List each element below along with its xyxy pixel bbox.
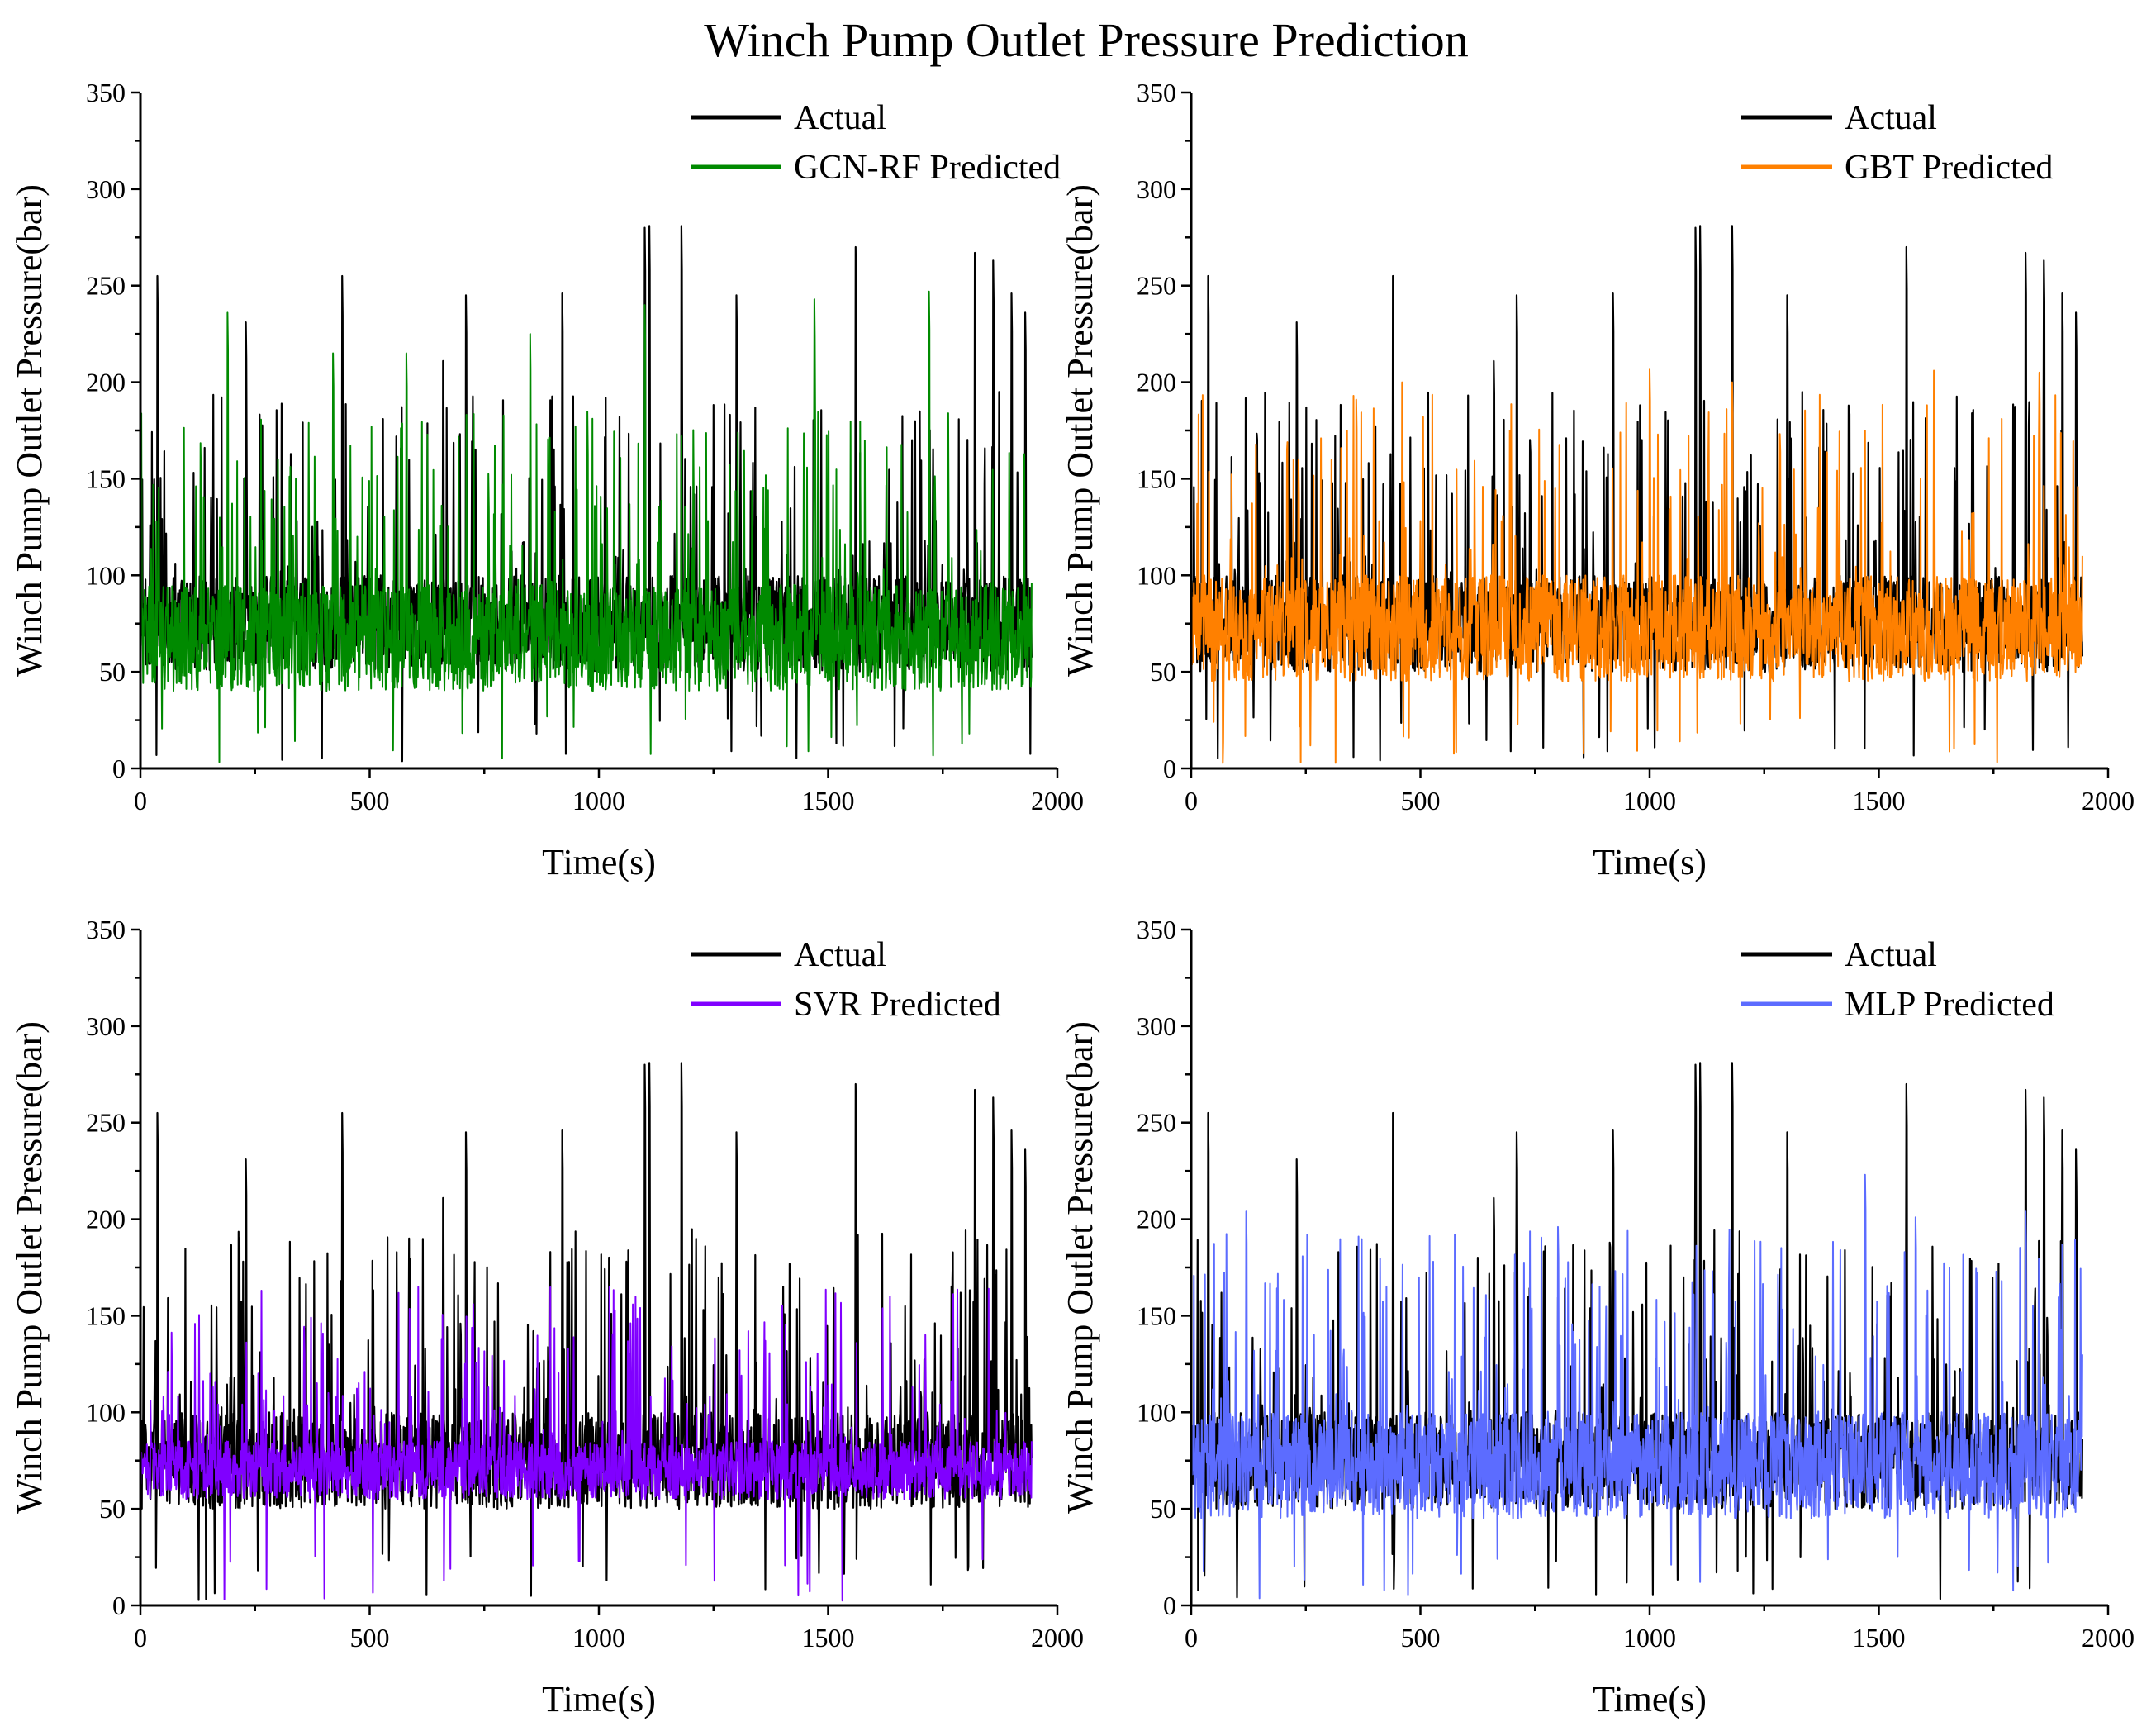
- y-tick-label: 350: [86, 78, 126, 107]
- y-tick-label: 100: [1137, 560, 1176, 590]
- x-tick-label: 2000: [2082, 786, 2135, 816]
- y-tick-label: 0: [1163, 754, 1176, 783]
- y-tick-label: 350: [1137, 915, 1176, 944]
- plot-area: [139, 1062, 1033, 1602]
- y-tick-label: 150: [1137, 1301, 1176, 1330]
- x-tick-label: 1000: [1623, 786, 1676, 816]
- x-tick-label: 0: [1185, 786, 1198, 816]
- plot-area: [1190, 225, 2083, 764]
- y-tick-label: 300: [1137, 174, 1176, 204]
- legend: Actual GCN-RF Predicted: [691, 99, 1061, 187]
- y-axis-title: Winch Pump Outlet Pressure(bar): [1060, 1021, 1100, 1514]
- y-tick-label: 200: [1137, 1205, 1176, 1234]
- y-tick-label: 350: [1137, 78, 1176, 107]
- legend-label: MLP Predicted: [1845, 986, 2054, 1024]
- y-tick-label: 250: [1137, 271, 1176, 301]
- y-tick-label: 200: [86, 1205, 126, 1234]
- series-line-gcn-rf-predicted: [140, 290, 1033, 763]
- y-tick-label: 150: [1137, 464, 1176, 493]
- y-tick-label: 300: [86, 1011, 126, 1041]
- legend-label: Actual: [794, 99, 886, 137]
- y-tick-label: 250: [86, 1108, 126, 1138]
- figure-title: Winch Pump Outlet Pressure Prediction: [704, 13, 1469, 67]
- x-axis-title: Time(s): [542, 842, 656, 882]
- x-tick-label: 500: [350, 786, 390, 816]
- x-tick-label: 500: [1401, 786, 1441, 816]
- y-tick-label: 150: [86, 464, 126, 493]
- y-tick-label: 300: [86, 174, 126, 204]
- y-tick-label: 50: [99, 1494, 126, 1524]
- x-tick-label: 1000: [572, 1623, 625, 1653]
- x-tick-label: 0: [134, 1623, 147, 1653]
- plot-area: [139, 225, 1033, 763]
- x-tick-label: 2000: [1031, 1623, 1084, 1653]
- legend-label: GCN-RF Predicted: [794, 149, 1061, 187]
- y-axis-title: Winch Pump Outlet Pressure(bar): [9, 1021, 50, 1514]
- legend-label: Actual: [794, 936, 886, 974]
- series-line-gbt-predicted: [1190, 368, 2083, 764]
- legend-label: Actual: [1845, 936, 1937, 974]
- series-line-mlp-predicted: [1190, 1173, 2083, 1600]
- x-tick-label: 1500: [1853, 786, 1906, 816]
- y-axis-title: Winch Pump Outlet Pressure(bar): [1060, 184, 1100, 677]
- y-tick-label: 300: [1137, 1011, 1176, 1041]
- x-tick-label: 1500: [1853, 1623, 1906, 1653]
- x-tick-label: 500: [350, 1623, 390, 1653]
- legend: Actual GBT Predicted: [1741, 99, 2053, 187]
- legend-label: Actual: [1845, 99, 1937, 137]
- y-tick-label: 50: [99, 657, 126, 687]
- x-tick-label: 500: [1401, 1623, 1441, 1653]
- y-tick-label: 100: [86, 1397, 126, 1427]
- x-tick-label: 1000: [1623, 1623, 1676, 1653]
- y-tick-label: 0: [112, 1591, 126, 1620]
- y-tick-label: 100: [1137, 1397, 1176, 1427]
- x-axis-title: Time(s): [542, 1679, 656, 1719]
- legend: Actual MLP Predicted: [1741, 936, 2054, 1024]
- y-axis-title: Winch Pump Outlet Pressure(bar): [9, 184, 50, 677]
- y-tick-label: 50: [1150, 657, 1176, 687]
- y-tick-label: 150: [86, 1301, 126, 1330]
- chart-mlp: 0 50 100 150 200 250 300 350 0 500 1000 1500 2000 Tim…: [1060, 915, 2135, 1719]
- x-axis-title: Time(s): [1593, 1679, 1707, 1719]
- x-tick-label: 1500: [802, 1623, 855, 1653]
- y-tick-label: 200: [1137, 368, 1176, 397]
- chart-svr: 0 50 100 150 200 250 300 350 0 500 1000 1500 2000 Tim…: [9, 915, 1084, 1719]
- y-tick-label: 250: [86, 271, 126, 301]
- y-tick-label: 0: [112, 754, 126, 783]
- series-line-svr-predicted: [140, 1286, 1033, 1602]
- x-tick-label: 0: [134, 786, 147, 816]
- y-tick-label: 50: [1150, 1494, 1176, 1524]
- legend-label: GBT Predicted: [1845, 149, 2053, 187]
- chart-gbt: 0 50 100 150 200 250 300 350 0 500 1000 1500 2000 Tim…: [1060, 78, 2135, 882]
- y-tick-label: 100: [86, 560, 126, 590]
- y-tick-label: 350: [86, 915, 126, 944]
- plot-area: [1190, 1062, 2083, 1600]
- y-tick-label: 0: [1163, 1591, 1176, 1620]
- chart-gcn-rf: 0 50 100 150 200 250 300 350 0 500 1000 1500 2000 Tim…: [9, 78, 1084, 882]
- x-tick-label: 2000: [1031, 786, 1084, 816]
- x-axis-title: Time(s): [1593, 842, 1707, 882]
- y-tick-label: 250: [1137, 1108, 1176, 1138]
- x-tick-label: 0: [1185, 1623, 1198, 1653]
- x-tick-label: 2000: [2082, 1623, 2135, 1653]
- y-tick-label: 200: [86, 368, 126, 397]
- x-tick-label: 1000: [572, 786, 625, 816]
- legend-label: SVR Predicted: [794, 986, 1001, 1024]
- x-tick-label: 1500: [802, 786, 855, 816]
- legend: Actual SVR Predicted: [691, 936, 1001, 1024]
